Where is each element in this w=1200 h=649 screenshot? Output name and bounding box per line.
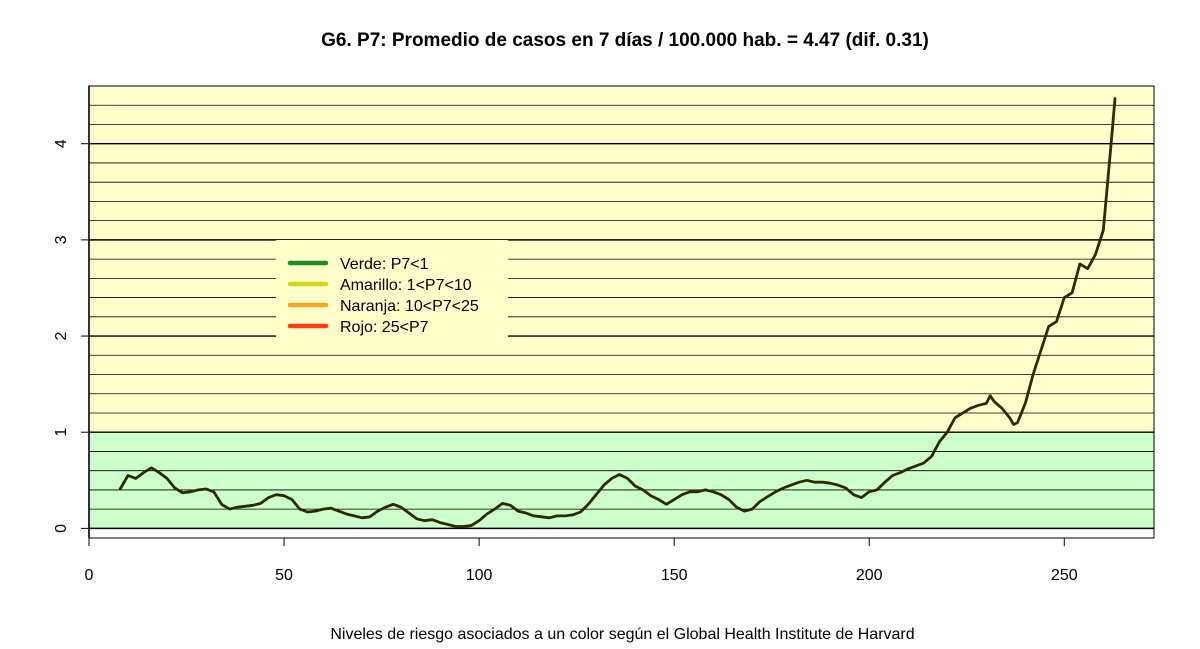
x-tick-label: 50: [275, 567, 293, 584]
series-line-0: [118, 97, 1117, 528]
x-tick-label: 250: [1051, 567, 1078, 584]
legend-label: Naranja: 10<P7<25: [340, 298, 479, 315]
legend-label: Verde: P7<1: [340, 256, 429, 273]
legend-label: Rojo: 25<P7: [340, 319, 429, 336]
chart-title: G6. P7: Promedio de casos en 7 días / 10…: [321, 30, 929, 51]
x-tick-label: 100: [466, 567, 493, 584]
x-tick-label: 0: [85, 567, 94, 584]
y-tick-label: 3: [53, 235, 70, 244]
chart-caption: Niveles de riesgo asociados a un color s…: [330, 626, 915, 643]
risk-bands: [89, 86, 1154, 529]
y-tick-label: 2: [53, 331, 70, 340]
series-layer: [118, 97, 1117, 528]
legend: Verde: P7<1 Amarillo: 1<P7<10 Naranja: 10<…: [276, 240, 508, 338]
axes: 0 50 100 150 200 250 0 1 2 3 4: [53, 85, 1155, 584]
legend-box: [276, 240, 508, 338]
y-tick-label: 1: [53, 428, 70, 437]
legend-label: Amarillo: 1<P7<10: [340, 277, 472, 294]
x-tick-label: 150: [661, 567, 688, 584]
y-tick-label: 0: [53, 524, 70, 533]
y-tick-label: 4: [53, 139, 70, 148]
x-tick-label: 200: [856, 567, 883, 584]
grid-lines: [89, 104, 1154, 530]
risk-band-0: [89, 432, 1154, 529]
